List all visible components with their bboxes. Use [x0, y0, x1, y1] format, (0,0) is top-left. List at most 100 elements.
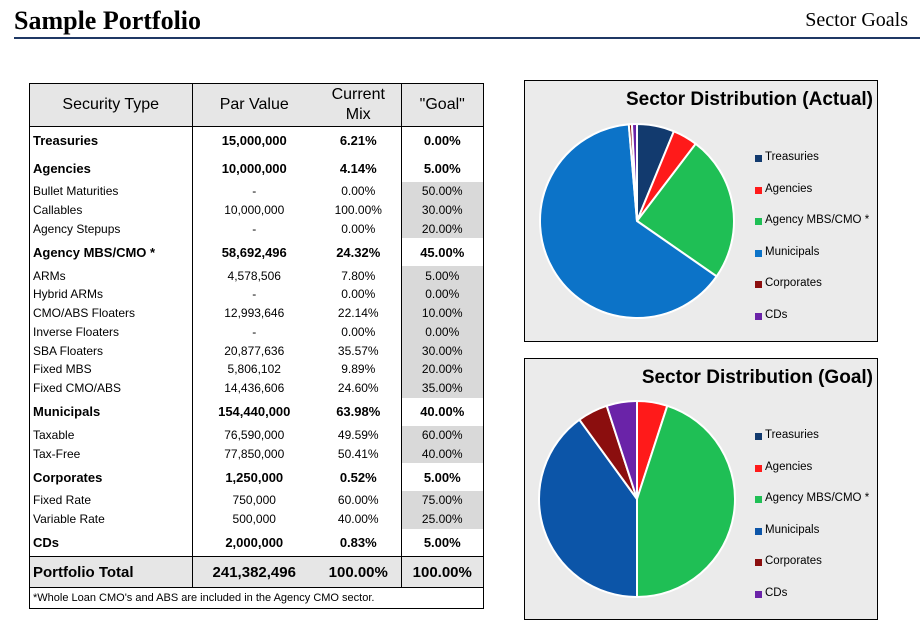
current-mix-cell: 50.41%: [337, 446, 379, 461]
goal-cell: 5.00%: [400, 266, 483, 285]
current-mix-cell: 63.98%: [336, 404, 381, 419]
security-type-cell: Inverse Floaters: [33, 324, 120, 339]
footnote: *Whole Loan CMO's and ABS are included i…: [33, 592, 375, 604]
header-security-type: Security Type: [30, 84, 192, 127]
legend-item: Agency MBS/CMO *: [755, 492, 869, 524]
chart-goal-svg: [538, 399, 736, 599]
par-value-cell: 5,806,102: [191, 360, 316, 379]
goal-cell: 0.00%: [400, 285, 483, 304]
subcategory-row: CMO/ABS Floaters 12,993,646 22.14% 10.00%: [30, 303, 483, 323]
goal-cell: 5.00%: [400, 528, 483, 557]
legend-label: Agency MBS/CMO *: [765, 214, 870, 227]
goal-cell: 0.00%: [400, 126, 483, 154]
legend-swatch: [755, 496, 762, 504]
goal-cell: 10.00%: [400, 303, 483, 323]
legend-swatch: [755, 464, 762, 472]
security-type-cell: CMO/ABS Floaters: [33, 306, 136, 321]
subcategory-row: ARMs 4,578,506 7.80% 5.00%: [30, 266, 483, 285]
subcategory-row: SBA Floaters 20,877,636 35.57% 30.00%: [30, 341, 483, 360]
header-current-mix: Current Mix: [316, 84, 401, 127]
total-row: Portfolio Total 241,382,496 100.00% 100.…: [30, 556, 483, 588]
legend-swatch: [755, 281, 762, 289]
par-value-cell: 76,590,000: [191, 425, 316, 445]
legend-label: Corporates: [765, 277, 822, 290]
goal-cell: 25.00%: [400, 509, 483, 529]
chart-actual-svg: [539, 122, 735, 319]
subcategory-row: Agency Stepups - 0.00% 20.00%: [30, 219, 483, 239]
category-row: Agencies 10,000,000 4.14% 5.00%: [30, 154, 483, 182]
category-row: Agency MBS/CMO * 58,692,496 24.32% 45.00%: [30, 238, 483, 267]
goal-cell: 30.00%: [400, 200, 483, 220]
legend-item: CDs: [755, 309, 869, 341]
chart-goal-title: Sector Distribution (Goal): [641, 367, 873, 388]
current-mix-cell: 0.52%: [339, 469, 377, 485]
current-mix-cell: 60.00%: [337, 493, 379, 508]
security-type-cell: SBA Floaters: [33, 343, 104, 358]
current-mix-cell: 22.14%: [337, 306, 379, 321]
legend-item: Corporates: [755, 555, 869, 587]
legend-swatch: [755, 559, 762, 567]
security-type-cell: Tax-Free: [33, 446, 81, 461]
par-value-cell: 77,850,000: [191, 444, 316, 463]
current-mix-cell: 0.00%: [341, 184, 376, 199]
security-type-cell: Fixed Rate: [33, 493, 92, 508]
goal-cell: 50.00%: [400, 182, 483, 201]
current-mix-cell: 0.83%: [339, 534, 377, 550]
par-value-cell: -: [191, 219, 316, 239]
par-value-cell: 12,993,646: [191, 303, 316, 323]
goal-cell: 35.00%: [400, 378, 483, 398]
legend-swatch: [755, 527, 762, 535]
current-mix-cell: 24.32%: [336, 244, 381, 260]
security-type-cell: Variable Rate: [33, 512, 105, 527]
legend-swatch: [755, 218, 762, 226]
goal-cell: 5.00%: [400, 463, 483, 491]
security-type-cell: Agencies: [33, 160, 91, 176]
legend-label: Municipals: [765, 523, 820, 536]
current-mix-cell: 0.00%: [341, 221, 376, 236]
security-type-cell: Agency MBS/CMO *: [33, 244, 156, 260]
category-row: Treasuries 15,000,000 6.21% 0.00%: [30, 126, 483, 154]
legend-item: CDs: [755, 587, 869, 619]
legend-label: Agencies: [765, 182, 813, 195]
legend-label: Agency MBS/CMO *: [765, 492, 870, 505]
pie-slice-agency-mbs-cmo: [635, 142, 735, 278]
goal-cell: 40.00%: [400, 444, 483, 463]
pie-slice-cds: [605, 399, 638, 500]
header-goal: "Goal": [400, 84, 483, 127]
par-value-cell: -: [191, 322, 316, 342]
legend-swatch: [755, 433, 762, 440]
legend-item: Agencies: [755, 183, 869, 215]
chart-goal: Sector Distribution (Goal) Treasuries Age…: [524, 358, 878, 620]
current-mix-cell: 0.00%: [341, 324, 376, 339]
total-mix: 100.00%: [316, 556, 401, 588]
total-par: 241,382,496: [191, 556, 316, 588]
chart-actual: Sector Distribution (Actual) Treasuries A…: [524, 80, 878, 342]
current-mix-cell: 9.89%: [341, 362, 376, 377]
total-goal: 100.00%: [400, 556, 483, 588]
goal-cell: 45.00%: [400, 238, 483, 267]
par-value-cell: 15,000,000: [191, 126, 316, 154]
security-type-cell: Fixed MBS: [33, 362, 92, 377]
subcategory-row: Taxable 76,590,000 49.59% 60.00%: [30, 425, 483, 445]
security-type-cell: Corporates: [33, 469, 103, 485]
legend-swatch: [755, 155, 762, 162]
par-value-cell: -: [191, 182, 316, 201]
security-type-cell: Fixed CMO/ABS: [33, 381, 122, 396]
current-mix-cell: 4.14%: [339, 160, 377, 176]
legend-swatch: [755, 249, 762, 257]
subcategory-row: Inverse Floaters - 0.00% 0.00%: [30, 322, 483, 342]
legend-item: Agencies: [755, 461, 869, 493]
section-title: Sector Goals: [805, 9, 908, 31]
total-label: Portfolio Total: [30, 556, 192, 588]
security-type-cell: Callables: [33, 203, 83, 218]
subcategory-row: Fixed MBS 5,806,102 9.89% 20.00%: [30, 360, 483, 379]
legend-swatch: [755, 590, 762, 598]
legend-label: CDs: [765, 586, 788, 599]
legend-label: Corporates: [765, 555, 822, 568]
security-type-cell: Treasuries: [33, 132, 99, 148]
par-value-cell: 500,000: [191, 509, 316, 529]
goal-cell: 30.00%: [400, 341, 483, 360]
par-value-cell: -: [191, 285, 316, 304]
subcategory-row: Fixed CMO/ABS 14,436,606 24.60% 35.00%: [30, 378, 483, 398]
page-title: Sample Portfolio: [14, 6, 202, 35]
